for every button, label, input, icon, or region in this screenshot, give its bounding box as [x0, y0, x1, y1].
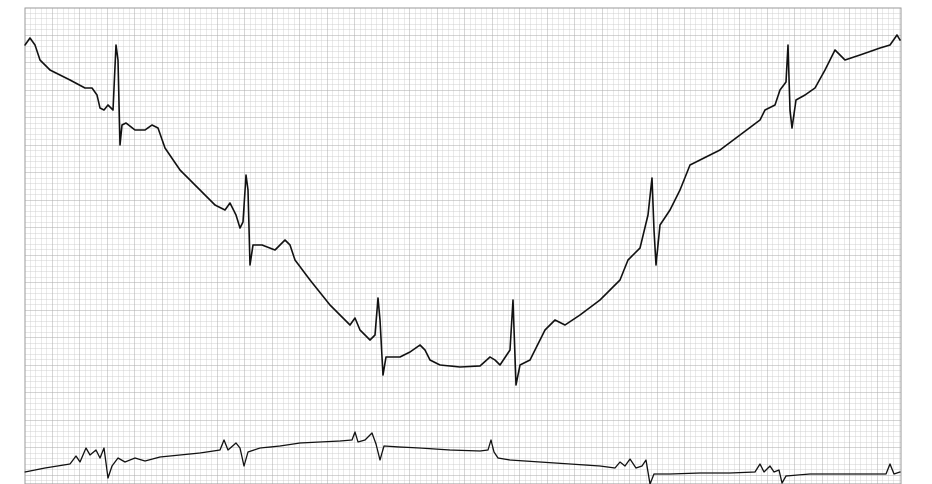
- grid-border: [24, 7, 902, 484]
- major-grid: [25, 8, 901, 484]
- ecg-trace-upper: [24, 34, 901, 386]
- ecg-trace-lower: [24, 431, 901, 484]
